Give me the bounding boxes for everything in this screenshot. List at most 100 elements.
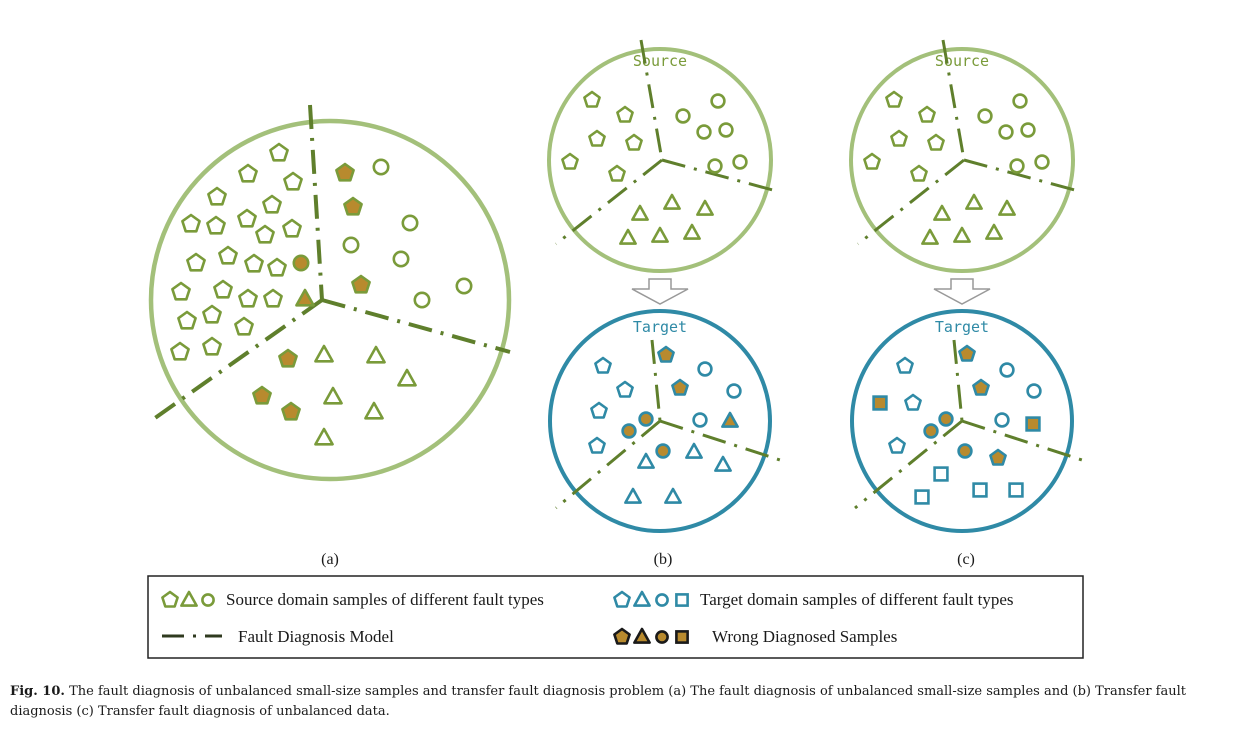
circle-sample: [999, 362, 1015, 378]
model-line: [952, 339, 964, 422]
triangle-sample: [685, 442, 703, 459]
wrong-circle-sample: [638, 411, 654, 427]
caption-text: The fault diagnosis of unbalanced small-…: [10, 684, 1186, 719]
model-lines-a: [153, 104, 511, 420]
triangle-sample: [965, 193, 983, 210]
model-line: [650, 339, 662, 422]
model-line: [659, 419, 781, 462]
pentagon-sample: [904, 393, 922, 411]
circle-sample: [998, 124, 1014, 140]
triangle-sample: [953, 226, 971, 243]
triangle-sample: [633, 590, 651, 607]
model-lines-c: [854, 39, 1083, 510]
wrong-circle-sample: [938, 411, 954, 427]
square-sample: [675, 593, 689, 607]
triangle-sample: [323, 386, 343, 405]
wrong-triangle-sample: [295, 288, 315, 307]
triangle-sample: [683, 223, 701, 240]
panel-c: Source Target (c): [849, 39, 1083, 568]
circle-sample: [726, 383, 742, 399]
wrong-pentagon-sample: [958, 344, 976, 362]
triangle-sample: [921, 228, 939, 245]
pentagon-sample: [263, 288, 283, 308]
model-line: [639, 39, 664, 161]
circle-sample: [1009, 158, 1025, 174]
source-circle-c: [849, 47, 1075, 273]
circle-sample: [692, 412, 708, 428]
pentagon-sample: [181, 213, 201, 233]
circle-sample: [675, 108, 691, 124]
square-sample: [933, 466, 949, 482]
pentagon-sample: [202, 304, 222, 324]
source-title-b: Source: [633, 52, 687, 70]
pentagon-sample: [590, 401, 608, 419]
circle-sample: [201, 593, 215, 607]
square-sample: [972, 482, 988, 498]
model-line: [308, 104, 324, 301]
circle-sample: [342, 236, 360, 254]
triangle-sample: [637, 452, 655, 469]
triangle-sample: [696, 199, 714, 216]
pentagon-sample: [594, 356, 612, 374]
legend-target-text: Target domain samples of different fault…: [700, 590, 1014, 609]
pentagon-sample: [238, 288, 258, 308]
legend-source-text: Source domain samples of different fault…: [226, 590, 544, 609]
pentagon-sample: [896, 356, 914, 374]
pentagon-sample: [186, 252, 206, 272]
circle-sample: [413, 291, 431, 309]
wrong-pentagon-sample: [343, 196, 363, 216]
source-title-c: Source: [935, 52, 989, 70]
model-line: [941, 39, 966, 161]
circle-sample: [401, 214, 419, 232]
pentagon-sample: [283, 171, 303, 191]
triangle-sample: [985, 223, 1003, 240]
circle-sample: [372, 158, 390, 176]
wrong-circle-sample: [621, 423, 637, 439]
pentagon-sample: [244, 253, 264, 273]
pentagon-sample: [888, 436, 906, 454]
legend-box: [147, 575, 1084, 659]
circle-sample: [455, 277, 473, 295]
circle-sample: [1026, 383, 1042, 399]
wrong-circle-sample: [957, 443, 973, 459]
pentagon-sample: [267, 257, 287, 277]
panel-a-label: (a): [321, 551, 339, 568]
pentagon-sample: [161, 590, 179, 608]
pentagon-sample: [561, 152, 579, 170]
wrong-triangle-sample: [633, 627, 651, 644]
panel-b-label: (b): [654, 551, 673, 568]
wrong-square-sample: [1025, 416, 1041, 432]
samples-b: [561, 90, 748, 504]
pentagon-sample: [177, 310, 197, 330]
wrong-circle-sample: [655, 443, 671, 459]
pentagon-sample: [238, 163, 258, 183]
pentagon-sample: [863, 152, 881, 170]
panel-b: Source Target (b): [547, 39, 781, 568]
triangle-sample: [397, 368, 417, 387]
wrong-square-sample: [675, 630, 689, 644]
pentagon-sample: [206, 215, 226, 235]
circle-sample: [697, 361, 713, 377]
circle-sample: [655, 593, 669, 607]
square-sample: [1008, 482, 1024, 498]
triangle-sample: [631, 204, 649, 221]
triangle-sample: [624, 487, 642, 504]
model-line: [153, 298, 324, 420]
pentagon-sample: [588, 436, 606, 454]
arrow-down-icon: [631, 278, 689, 305]
pentagon-sample: [918, 105, 936, 123]
pentagon-sample: [171, 281, 191, 301]
pentagon-sample: [262, 194, 282, 214]
model-line: [555, 158, 663, 246]
legend: Source domain samples of different fault…: [147, 575, 1084, 659]
legend-model-text: Fault Diagnosis Model: [238, 627, 394, 646]
source-circle-b: [547, 47, 773, 273]
triangle-sample: [664, 487, 682, 504]
circle-sample: [710, 93, 726, 109]
panel-c-label: (c): [957, 551, 975, 568]
model-line: [854, 419, 963, 510]
target-circle-c: [850, 309, 1074, 533]
wrong-pentagon-sample: [281, 401, 301, 421]
wrong-triangle-sample: [721, 411, 739, 428]
